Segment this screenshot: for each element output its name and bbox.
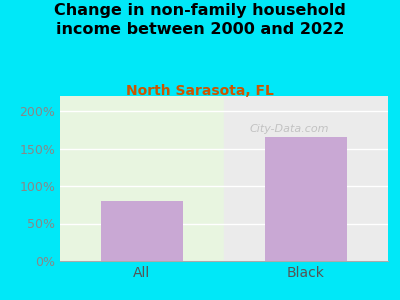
Text: North Sarasota, FL: North Sarasota, FL: [126, 84, 274, 98]
Bar: [101, 201, 183, 261]
Text: City-Data.com: City-Data.com: [250, 124, 329, 134]
Bar: [265, 137, 347, 261]
Text: Change in non-family household
income between 2000 and 2022: Change in non-family household income be…: [54, 3, 346, 37]
Bar: [60, 96, 224, 261]
Bar: [224, 96, 388, 261]
